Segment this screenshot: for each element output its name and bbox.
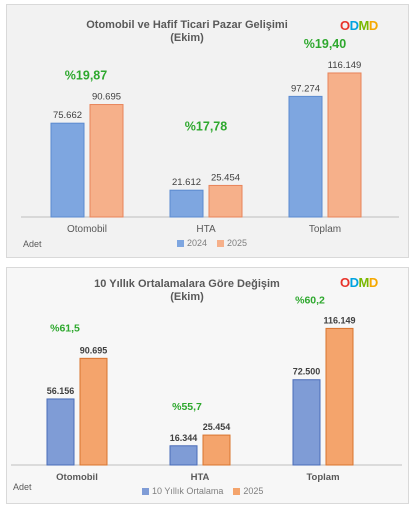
bar-toplam-series2: [327, 72, 362, 218]
legend-item-2025: 2025: [217, 238, 247, 248]
chart-title-text: 10 Yıllık Ortalamalara Göre Değişim: [94, 278, 280, 290]
logo-letter-2: M: [358, 275, 370, 290]
chart-legend: 10 Yıllık Ortalama 2025: [142, 486, 263, 496]
legend-swatch-2024: [177, 239, 184, 247]
odmd-logo: ODMD: [340, 275, 378, 290]
value-label-toplam-series1: 72.500: [293, 367, 321, 377]
bar-toplam-series1: [288, 95, 323, 218]
bar-chart-market-development: 75.662 90.695 Otomobil %19,87 21.612 25.454 HT…: [21, 37, 399, 235]
change-label-otomobil: %61,5: [50, 322, 80, 334]
legend-item-10y-average: 10 Yıllık Ortalama: [142, 486, 223, 496]
change-label-toplam: %60,2: [295, 294, 325, 306]
chart-legend: 2024 2025: [177, 238, 247, 248]
bar-otomobil-series2: [89, 104, 124, 218]
legend-item-2024: 2024: [177, 238, 207, 248]
bar-chart-ten-year-comparison: 56.156 90.695 Otomobil %61,5 16.344 25.454 HTA…: [11, 294, 402, 483]
logo-letter-1: D: [349, 275, 359, 290]
change-label-toplam: %19,40: [304, 37, 346, 51]
unit-label: Adet: [23, 239, 42, 249]
logo-letter-2: M: [358, 18, 370, 33]
legend-label-2025: 2025: [243, 486, 264, 496]
chart-subtitle-text: (Ekim): [170, 32, 204, 44]
value-label-hta-series1: 16.344: [170, 433, 198, 443]
legend-label-2025: 2025: [227, 238, 248, 248]
chart-subtitle-text: (Ekim): [170, 291, 204, 303]
legend-item-2025: 2025: [233, 486, 263, 496]
value-label-hta-series1: 21.612: [172, 177, 201, 188]
bar-toplam-series2: [325, 327, 354, 466]
bar-otomobil-series1: [50, 122, 85, 218]
value-label-hta-series2: 25.454: [211, 172, 240, 183]
value-label-otomobil-series2: 90.695: [92, 92, 121, 103]
legend-swatch-10y-average: [142, 487, 149, 495]
value-label-toplam-series2: 116.149: [328, 60, 362, 71]
logo-letter-1: D: [349, 18, 359, 33]
category-label-toplam: Toplam: [309, 224, 341, 235]
chart-panel-market-development: Otomobil ve Hafif Ticari Pazar Gelişimi …: [6, 4, 409, 258]
chart-title-text: Otomobil ve Hafif Ticari Pazar Gelişimi: [86, 19, 288, 31]
bar-otomobil-series2: [79, 357, 108, 466]
chart-title: 10 Yıllık Ortalamalara Göre Değişim (Eki…: [7, 278, 367, 304]
logo-letter-0: O: [340, 18, 350, 33]
legend-label-10y-average: 10 Yıllık Ortalama: [152, 486, 224, 496]
unit-label: Adet: [13, 482, 32, 492]
category-label-toplam: Toplam: [306, 472, 339, 483]
value-label-otomobil-series1: 75.662: [53, 110, 82, 121]
value-label-toplam-series2: 116.149: [323, 315, 355, 325]
bar-hta-series2: [202, 434, 231, 466]
bar-hta-series1: [169, 189, 204, 218]
change-label-hta: %55,7: [172, 401, 202, 413]
value-label-hta-series2: 25.454: [203, 422, 231, 432]
odmd-logo: ODMD: [340, 18, 378, 33]
bar-otomobil-series1: [46, 398, 75, 466]
bar-hta-series1: [169, 445, 198, 466]
legend-swatch-2025: [233, 487, 241, 495]
category-label-otomobil: Otomobil: [56, 472, 98, 483]
value-label-otomobil-series1: 56.156: [47, 386, 75, 396]
bar-toplam-series1: [292, 379, 321, 466]
legend-swatch-2025: [217, 239, 225, 247]
category-label-otomobil: Otomobil: [67, 224, 107, 235]
category-label-hta: HTA: [196, 224, 216, 235]
change-label-hta: %17,78: [185, 119, 227, 133]
legend-label-2024: 2024: [187, 238, 208, 248]
logo-letter-0: O: [340, 275, 350, 290]
logo-letter-3: D: [368, 275, 378, 290]
value-label-otomobil-series2: 90.695: [80, 345, 108, 355]
chart-panel-ten-year-comparison: 10 Yıllık Ortalamalara Göre Değişim (Eki…: [6, 267, 409, 504]
category-label-hta: HTA: [191, 472, 210, 483]
value-label-toplam-series1: 97.274: [291, 83, 320, 94]
logo-letter-3: D: [368, 18, 378, 33]
chart-title: Otomobil ve Hafif Ticari Pazar Gelişimi …: [7, 19, 367, 45]
bar-hta-series2: [208, 184, 243, 218]
change-label-otomobil: %19,87: [65, 69, 107, 83]
